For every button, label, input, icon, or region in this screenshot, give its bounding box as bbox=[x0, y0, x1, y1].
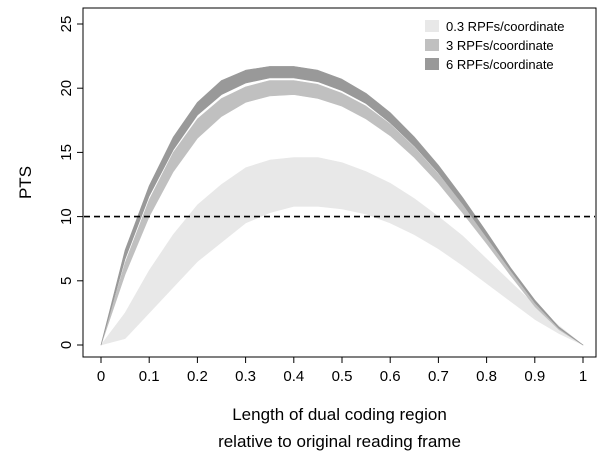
x-tick-label: 0.9 bbox=[524, 368, 545, 385]
x-tick-label: 0.1 bbox=[139, 368, 160, 385]
band-series-1 bbox=[100, 157, 584, 346]
x-axis: 0 0.1 0.2 0.3 0.4 0.5 0.6 0.7 0.8 0.9 1 bbox=[97, 357, 587, 385]
x-tick-label: 0.7 bbox=[428, 368, 449, 385]
y-tick-label: 20 bbox=[58, 80, 75, 97]
y-axis: 0 5 10 15 20 25 bbox=[58, 16, 83, 349]
x-tick-label: 0.8 bbox=[476, 368, 497, 385]
y-tick-label: 10 bbox=[58, 208, 75, 225]
band-series-3 bbox=[100, 66, 584, 346]
legend-label-2: 3 RPFs/coordinate bbox=[446, 38, 554, 53]
y-tick-label: 0 bbox=[58, 341, 75, 349]
y-tick-label: 5 bbox=[58, 277, 75, 285]
legend-swatch-1 bbox=[425, 20, 439, 32]
x-tick-label: 1 bbox=[579, 368, 587, 385]
x-tick-label: 0.4 bbox=[283, 368, 304, 385]
legend-swatch-2 bbox=[425, 39, 439, 51]
legend-swatch-3 bbox=[425, 58, 439, 70]
y-tick-label: 15 bbox=[58, 144, 75, 161]
x-tick-label: 0 bbox=[97, 368, 105, 385]
legend-label-3: 6 RPFs/coordinate bbox=[446, 57, 554, 72]
x-tick-label: 0.5 bbox=[332, 368, 353, 385]
x-tick-label: 0.6 bbox=[380, 368, 401, 385]
x-axis-title-line-2: relative to original reading frame bbox=[218, 432, 461, 451]
legend-label-1: 0.3 RPFs/coordinate bbox=[446, 19, 565, 34]
band-series-2 bbox=[100, 80, 584, 346]
legend: 0.3 RPFs/coordinate 3 RPFs/coordinate 6 RP… bbox=[425, 19, 565, 72]
x-tick-label: 0.2 bbox=[187, 368, 208, 385]
confidence-bands bbox=[100, 66, 584, 346]
x-tick-label: 0.3 bbox=[235, 368, 256, 385]
y-tick-label: 25 bbox=[58, 16, 75, 33]
x-axis-title-line-1: Length of dual coding region bbox=[232, 405, 447, 424]
y-axis-title: PTS bbox=[16, 166, 35, 199]
plot-frame bbox=[82, 7, 597, 358]
